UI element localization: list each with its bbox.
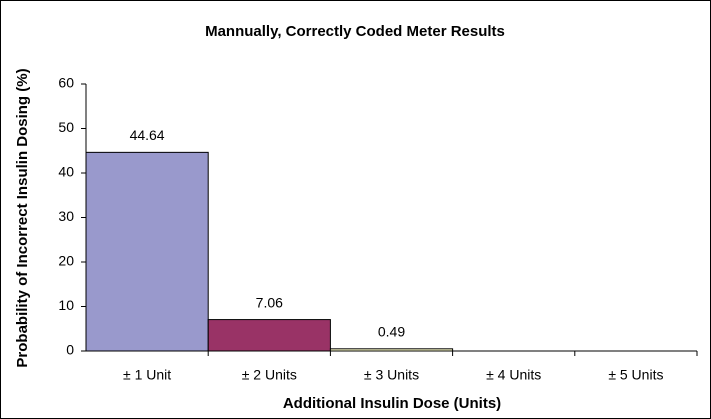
x-tick-label: ± 2 Units bbox=[242, 367, 297, 383]
bar bbox=[207, 319, 331, 352]
x-tick-label: ± 3 Units bbox=[364, 367, 419, 383]
y-tick-label: 30 bbox=[58, 208, 74, 224]
data-label: 7.06 bbox=[256, 294, 283, 310]
chart-title: Mannually, Correctly Coded Meter Results bbox=[205, 23, 505, 40]
y-tick-label: 50 bbox=[58, 119, 74, 135]
x-axis-title: Additional Insulin Dose (Units) bbox=[283, 395, 501, 412]
y-tick-label: 60 bbox=[58, 75, 74, 91]
y-tick-label: 10 bbox=[58, 297, 74, 313]
y-tick-label: 40 bbox=[58, 164, 74, 180]
x-tick-label: ± 5 Units bbox=[608, 367, 663, 383]
y-tick-label: 20 bbox=[58, 253, 74, 269]
bar bbox=[85, 151, 209, 352]
y-tick-label: 0 bbox=[66, 342, 74, 358]
y-axis-title: Probability of Incorrect Insulin Dosing … bbox=[14, 68, 31, 367]
x-tick-label: ± 1 Unit bbox=[123, 367, 171, 383]
data-label: 0.49 bbox=[378, 324, 405, 340]
x-tick-label: ± 4 Units bbox=[486, 367, 541, 383]
data-label: 44.64 bbox=[130, 127, 165, 143]
